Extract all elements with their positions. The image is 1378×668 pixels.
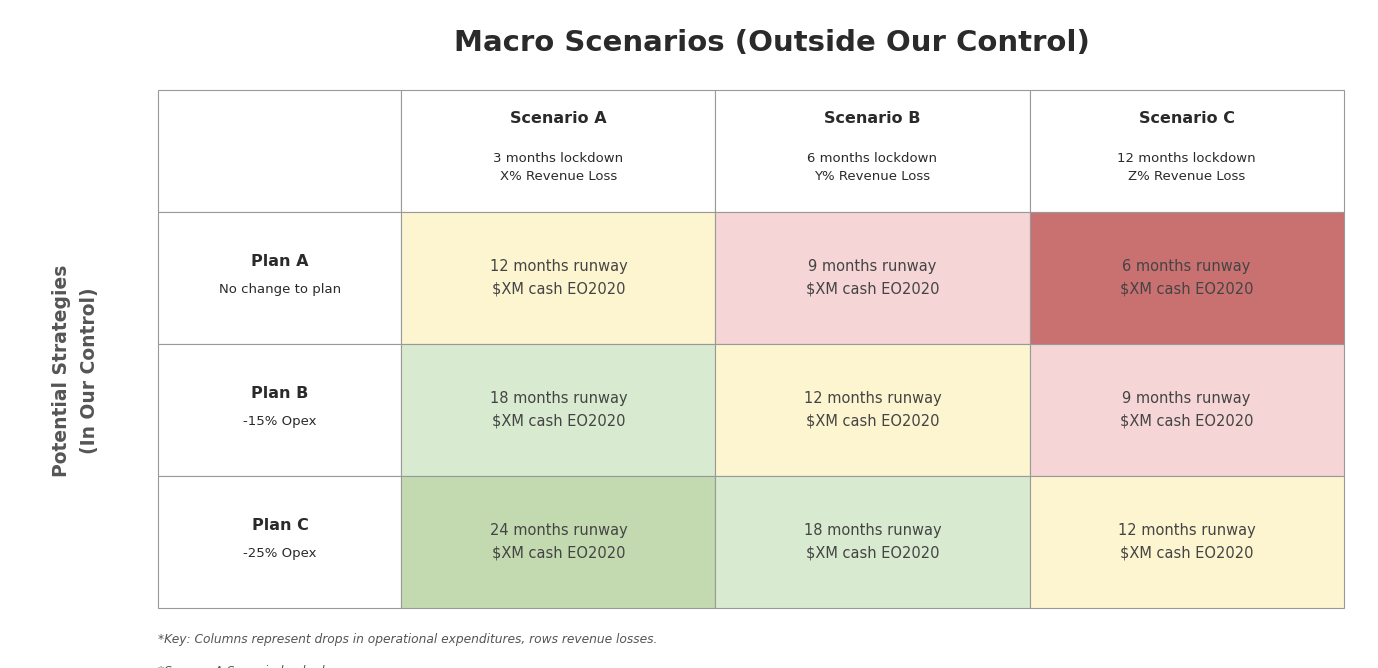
Text: 12 months runway
$XM cash EO2020: 12 months runway $XM cash EO2020	[1118, 523, 1255, 560]
Bar	[1029, 476, 1344, 608]
Text: Scenario B: Scenario B	[824, 112, 921, 126]
Text: Potential Strategies
(In Our Control): Potential Strategies (In Our Control)	[52, 265, 99, 477]
Text: Scenario C: Scenario C	[1138, 112, 1235, 126]
Bar	[401, 476, 715, 608]
Text: Plan B: Plan B	[251, 385, 309, 401]
Text: Macro Scenarios (Outside Our Control): Macro Scenarios (Outside Our Control)	[453, 29, 1090, 57]
Text: 18 months runway
$XM cash EO2020: 18 months runway $XM cash EO2020	[489, 391, 627, 429]
Text: Plan C: Plan C	[252, 518, 309, 532]
Text: 12 months runway
$XM cash EO2020: 12 months runway $XM cash EO2020	[489, 259, 627, 297]
Text: 24 months runway
$XM cash EO2020: 24 months runway $XM cash EO2020	[489, 523, 627, 560]
Bar	[158, 90, 401, 212]
Text: 9 months runway
$XM cash EO2020: 9 months runway $XM cash EO2020	[1120, 391, 1253, 429]
Text: No change to plan: No change to plan	[219, 283, 340, 297]
Text: 9 months runway
$XM cash EO2020: 9 months runway $XM cash EO2020	[806, 259, 940, 297]
Text: *Key: Columns represent drops in operational expenditures, rows revenue losses.: *Key: Columns represent drops in operati…	[158, 633, 657, 646]
Text: 3 months lockdown
X% Revenue Loss: 3 months lockdown X% Revenue Loss	[493, 152, 623, 184]
Bar	[158, 476, 401, 608]
Bar	[158, 344, 401, 476]
Bar	[401, 90, 715, 212]
Text: 6 months runway
$XM cash EO2020: 6 months runway $XM cash EO2020	[1120, 259, 1253, 297]
Text: 12 months runway
$XM cash EO2020: 12 months runway $XM cash EO2020	[803, 391, 941, 429]
Bar	[715, 476, 1029, 608]
Bar	[1029, 212, 1344, 344]
Bar	[158, 212, 401, 344]
Bar	[715, 344, 1029, 476]
Text: 18 months runway
$XM cash EO2020: 18 months runway $XM cash EO2020	[803, 523, 941, 560]
Bar	[1029, 90, 1344, 212]
Text: Scenario A: Scenario A	[510, 112, 606, 126]
Bar	[401, 212, 715, 344]
Bar	[715, 212, 1029, 344]
Text: 6 months lockdown
Y% Revenue Loss: 6 months lockdown Y% Revenue Loss	[808, 152, 937, 184]
Text: *Source: A Sequoia-backed company: *Source: A Sequoia-backed company	[158, 665, 386, 668]
Text: -15% Opex: -15% Opex	[243, 415, 317, 428]
Text: 12 months lockdown
Z% Revenue Loss: 12 months lockdown Z% Revenue Loss	[1118, 152, 1255, 184]
Text: Plan A: Plan A	[251, 254, 309, 269]
Bar	[1029, 344, 1344, 476]
Bar	[401, 344, 715, 476]
Bar	[715, 90, 1029, 212]
Text: -25% Opex: -25% Opex	[243, 547, 317, 560]
